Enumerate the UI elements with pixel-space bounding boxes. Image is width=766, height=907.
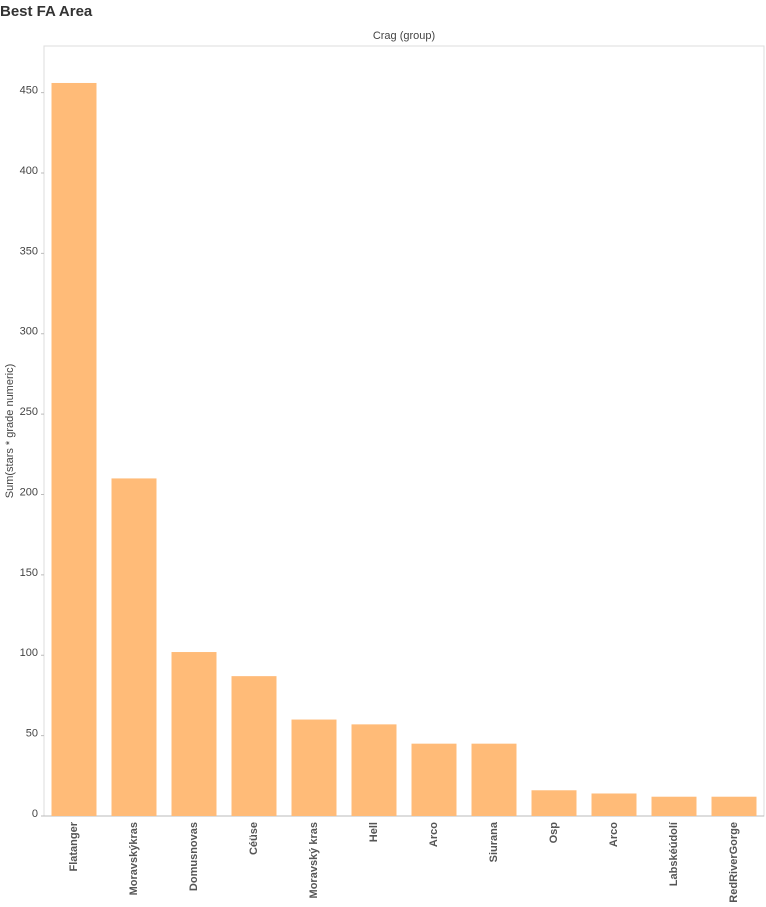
bar bbox=[231, 676, 277, 816]
chart-title: Best FA Area bbox=[0, 3, 93, 20]
y-tick-label: 300 bbox=[20, 326, 38, 338]
bar bbox=[111, 478, 157, 816]
y-tick-label: 400 bbox=[20, 165, 38, 177]
y-tick-label: 450 bbox=[20, 85, 38, 97]
x-tick-label: Flatanger bbox=[68, 821, 80, 871]
bar bbox=[711, 796, 757, 816]
y-tick-label: 50 bbox=[26, 728, 38, 740]
x-axis-title: Crag (group) bbox=[373, 30, 435, 42]
y-tick-label: 100 bbox=[20, 647, 38, 659]
y-tick-label: 200 bbox=[20, 486, 38, 498]
bar bbox=[651, 796, 697, 816]
bar bbox=[591, 793, 637, 816]
x-tick-label: Labskéúdolí bbox=[668, 821, 680, 886]
x-tick-label: Moravskýkras bbox=[128, 822, 140, 895]
x-tick-label: Arco bbox=[608, 822, 620, 847]
bar bbox=[411, 743, 457, 816]
y-tick-label: 250 bbox=[20, 406, 38, 418]
x-tick-label: Moravský kras bbox=[308, 822, 320, 898]
x-tick-label: RedRiverGorge bbox=[728, 822, 740, 902]
bar bbox=[171, 652, 217, 816]
y-tick-label: 150 bbox=[20, 567, 38, 579]
x-tick-label: Siurana bbox=[488, 821, 500, 862]
x-tick-label: Osp bbox=[548, 822, 560, 844]
x-tick-label: Arco bbox=[428, 822, 440, 847]
y-tick-label: 350 bbox=[20, 245, 38, 257]
bar bbox=[51, 82, 97, 817]
bar bbox=[471, 743, 517, 816]
bar bbox=[351, 724, 397, 816]
x-tick-label: Céüse bbox=[248, 822, 260, 855]
bar bbox=[291, 719, 337, 816]
x-tick-label: Domusnovas bbox=[188, 822, 200, 891]
y-tick-label: 0 bbox=[32, 808, 38, 820]
y-axis-title: Sum(stars * grade numeric) bbox=[4, 364, 16, 499]
x-tick-label: Hell bbox=[368, 822, 380, 842]
bar bbox=[531, 790, 577, 816]
